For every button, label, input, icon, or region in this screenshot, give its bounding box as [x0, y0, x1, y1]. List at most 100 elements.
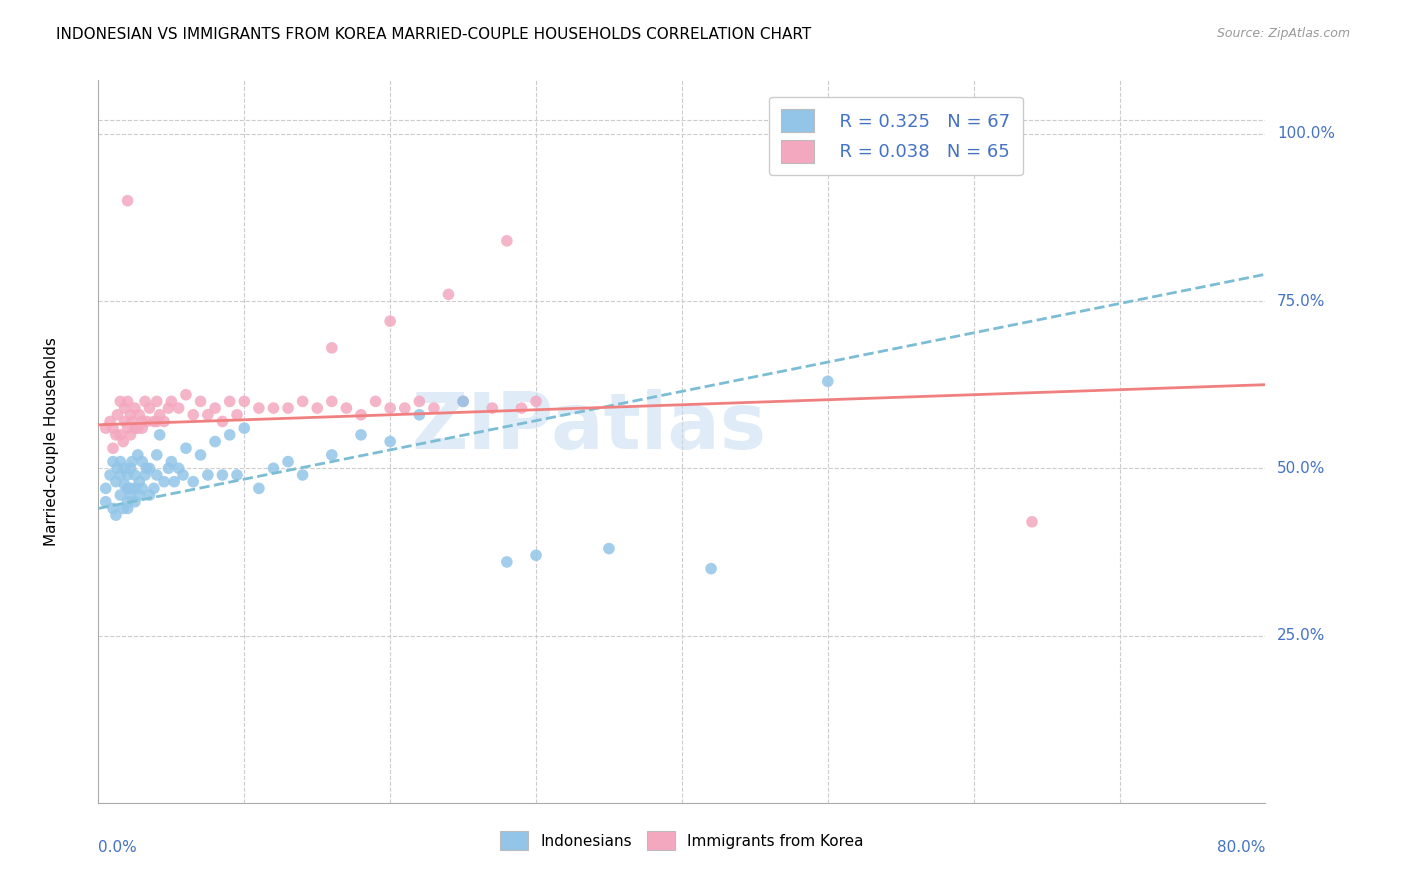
Point — [408, 408, 430, 422]
Point — [124, 401, 146, 416]
Point — [128, 408, 150, 422]
Point — [142, 482, 165, 496]
Point — [408, 394, 430, 409]
Point — [124, 494, 146, 508]
Text: INDONESIAN VS IMMIGRANTS FROM KOREA MARRIED-COUPLE HOUSEHOLDS CORRELATION CHART: INDONESIAN VS IMMIGRANTS FROM KOREA MARR… — [56, 27, 811, 42]
Point — [114, 461, 136, 475]
Point — [120, 488, 142, 502]
Point — [104, 427, 127, 442]
Point — [350, 408, 373, 422]
Point — [204, 401, 226, 416]
Point — [153, 414, 176, 429]
Point — [350, 427, 373, 442]
Text: 100.0%: 100.0% — [1277, 127, 1336, 141]
Point — [124, 421, 146, 435]
Point — [104, 508, 127, 523]
Point — [114, 478, 136, 492]
Point — [112, 501, 135, 516]
Point — [423, 401, 446, 416]
Point — [226, 467, 249, 482]
Point — [153, 475, 176, 489]
Point — [98, 414, 121, 429]
Point — [197, 467, 219, 482]
Point — [700, 562, 723, 576]
Text: ZIPatlas: ZIPatlas — [411, 389, 766, 465]
Point — [321, 394, 343, 409]
Point — [121, 414, 143, 429]
Point — [117, 467, 139, 482]
Point — [120, 408, 142, 422]
Point — [117, 494, 139, 508]
Point — [138, 461, 160, 475]
Point — [101, 442, 124, 455]
Point — [135, 461, 157, 475]
Point — [146, 414, 169, 429]
Point — [380, 401, 402, 416]
Point — [101, 501, 124, 516]
Point — [101, 455, 124, 469]
Point — [131, 455, 153, 469]
Point — [146, 394, 169, 409]
Point — [190, 394, 212, 409]
Point — [167, 401, 190, 416]
Point — [138, 488, 160, 502]
Point — [394, 401, 416, 416]
Point — [157, 461, 180, 475]
Legend: Indonesians, Immigrants from Korea: Indonesians, Immigrants from Korea — [495, 825, 869, 856]
Point — [131, 414, 153, 429]
Point — [149, 427, 172, 442]
Point — [1021, 515, 1043, 529]
Point — [105, 408, 128, 422]
Text: 0.0%: 0.0% — [98, 839, 138, 855]
Text: 25.0%: 25.0% — [1277, 628, 1326, 643]
Point — [94, 421, 117, 435]
Point — [321, 341, 343, 355]
Point — [262, 461, 284, 475]
Point — [114, 414, 136, 429]
Point — [160, 394, 183, 409]
Point — [120, 461, 142, 475]
Point — [190, 448, 212, 462]
Point — [124, 467, 146, 482]
Text: 75.0%: 75.0% — [1277, 293, 1326, 309]
Point — [247, 401, 270, 416]
Point — [138, 401, 160, 416]
Point — [524, 394, 547, 409]
Point — [197, 408, 219, 422]
Point — [218, 394, 240, 409]
Point — [181, 475, 204, 489]
Point — [120, 482, 142, 496]
Point — [110, 488, 132, 502]
Point — [135, 414, 157, 429]
Point — [291, 467, 314, 482]
Point — [127, 421, 149, 435]
Point — [817, 375, 839, 389]
Point — [496, 234, 519, 248]
Point — [134, 394, 156, 409]
Point — [128, 488, 150, 502]
Point — [94, 482, 117, 496]
Point — [307, 401, 329, 416]
Point — [110, 394, 132, 409]
Text: Married-couple Households: Married-couple Households — [44, 337, 59, 546]
Point — [233, 394, 256, 409]
Point — [121, 455, 143, 469]
Point — [101, 421, 124, 435]
Point — [149, 408, 172, 422]
Point — [321, 448, 343, 462]
Point — [172, 467, 194, 482]
Point — [211, 467, 233, 482]
Point — [204, 434, 226, 449]
Point — [163, 475, 186, 489]
Point — [211, 414, 233, 429]
Point — [128, 475, 150, 489]
Point — [437, 287, 460, 301]
Point — [262, 401, 284, 416]
Point — [277, 401, 299, 416]
Point — [380, 434, 402, 449]
Point — [451, 394, 474, 409]
Point — [277, 455, 299, 469]
Point — [174, 387, 197, 401]
Point — [117, 482, 139, 496]
Point — [98, 467, 121, 482]
